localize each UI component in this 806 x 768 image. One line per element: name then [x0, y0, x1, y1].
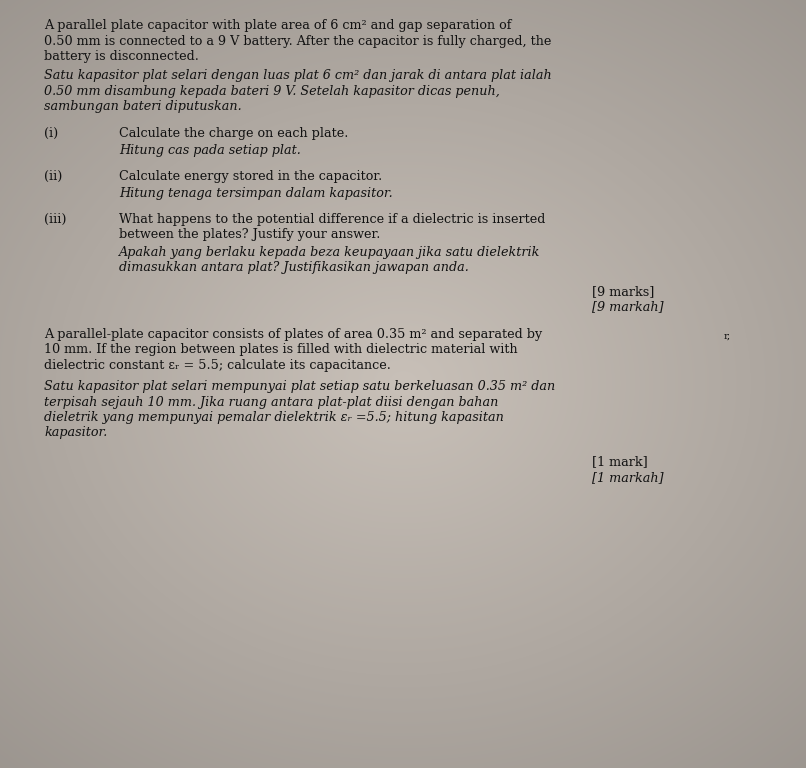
Text: dieletrik yang mempunyai pemalar dielektrik εᵣ =5.5; hitung kapasitan: dieletrik yang mempunyai pemalar dielekt… [44, 411, 505, 424]
Text: Calculate energy stored in the capacitor.: Calculate energy stored in the capacitor… [119, 170, 383, 183]
Text: battery is disconnected.: battery is disconnected. [44, 50, 199, 63]
Text: Satu kapasitor plat selari mempunyai plat setiap satu berkeluasan 0.35 m² dan: Satu kapasitor plat selari mempunyai pla… [44, 380, 555, 393]
Text: between the plates? Justify your answer.: between the plates? Justify your answer. [119, 228, 380, 241]
Text: [1 mark]: [1 mark] [592, 455, 648, 468]
Text: Calculate the charge on each plate.: Calculate the charge on each plate. [119, 127, 349, 140]
Text: terpisah sejauh 10 mm. Jika ruang antara plat-plat diisi dengan bahan: terpisah sejauh 10 mm. Jika ruang antara… [44, 396, 499, 409]
Text: [1 markah]: [1 markah] [592, 471, 664, 484]
Text: 10 mm. If the region between plates is filled with dielectric material with: 10 mm. If the region between plates is f… [44, 343, 518, 356]
Text: (iii): (iii) [44, 213, 67, 226]
Text: [9 marks]: [9 marks] [592, 285, 654, 298]
Text: What happens to the potential difference if a dielectric is inserted: What happens to the potential difference… [119, 213, 546, 226]
Text: A parallel plate capacitor with plate area of 6 cm² and gap separation of: A parallel plate capacitor with plate ar… [44, 19, 512, 32]
Text: Hitung cas pada setiap plat.: Hitung cas pada setiap plat. [119, 144, 301, 157]
Text: (ii): (ii) [44, 170, 63, 183]
Text: 0.50 mm is connected to a 9 V battery. After the capacitor is fully charged, the: 0.50 mm is connected to a 9 V battery. A… [44, 35, 551, 48]
Text: r,: r, [724, 332, 731, 341]
Text: [9 markah]: [9 markah] [592, 300, 664, 313]
Text: sambungan bateri diputuskan.: sambungan bateri diputuskan. [44, 100, 242, 113]
Text: Satu kapasitor plat selari dengan luas plat 6 cm² dan jarak di antara plat ialah: Satu kapasitor plat selari dengan luas p… [44, 69, 552, 82]
Text: kapasitor.: kapasitor. [44, 426, 107, 439]
Text: dimasukkan antara plat? Justifikasikan jawapan anda.: dimasukkan antara plat? Justifikasikan j… [119, 261, 469, 274]
Text: dielectric constant εᵣ = 5.5; calculate its capacitance.: dielectric constant εᵣ = 5.5; calculate … [44, 359, 391, 372]
Text: A parallel-plate capacitor consists of plates of area 0.35 m² and separated by: A parallel-plate capacitor consists of p… [44, 328, 542, 341]
Text: Hitung tenaga tersimpan dalam kapasitor.: Hitung tenaga tersimpan dalam kapasitor. [119, 187, 393, 200]
Text: 0.50 mm disambung kepada bateri 9 V. Setelah kapasitor dicas penuh,: 0.50 mm disambung kepada bateri 9 V. Set… [44, 84, 500, 98]
Text: Apakah yang berlaku kepada beza keupayaan jika satu dielektrik: Apakah yang berlaku kepada beza keupayaa… [119, 246, 541, 259]
Text: (i): (i) [44, 127, 59, 140]
